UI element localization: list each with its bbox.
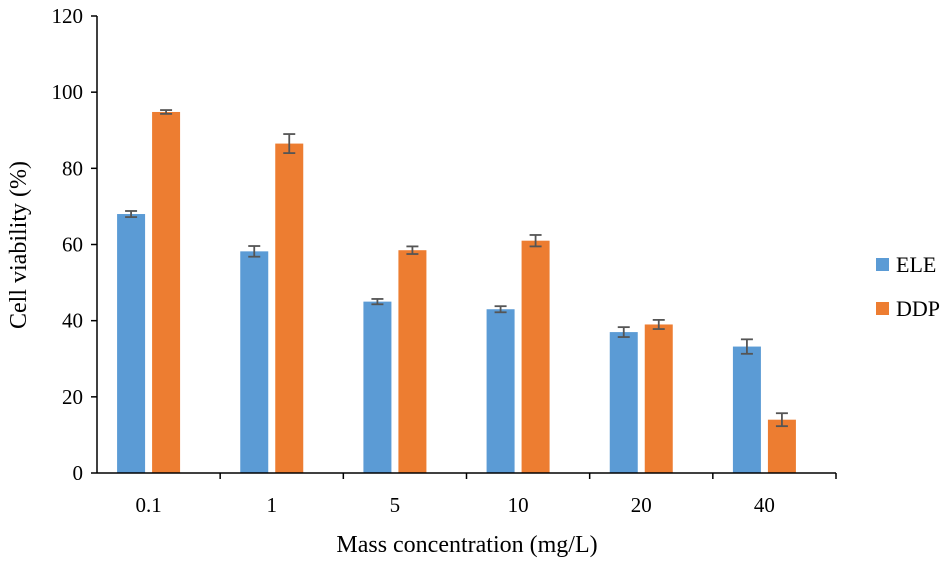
error-bar-ele-5: [371, 298, 384, 306]
error-bar-ddp-40: [775, 412, 788, 428]
y-tick-label: 100: [52, 80, 84, 104]
legend-label-ddp: DDP: [896, 296, 940, 321]
error-bar-ele-1: [248, 245, 261, 258]
error-bars: [125, 109, 788, 428]
error-bar-ele-20: [617, 326, 630, 338]
bar-ele-0.1: [117, 214, 146, 474]
y-tick-label: 80: [62, 156, 83, 180]
bar-ddp-10: [521, 240, 550, 473]
bar-ddp-1: [275, 143, 304, 473]
error-bar-ddp-5: [406, 245, 419, 255]
y-tick-label: 60: [62, 233, 83, 257]
x-tick-label: 40: [754, 493, 775, 517]
y-axis-ticks: 0 20 40 60 80 100 120: [52, 4, 97, 485]
x-tick-label: 20: [631, 493, 652, 517]
bar-ddp-20: [644, 324, 673, 473]
error-bar-ddp-0.1: [160, 109, 173, 115]
bar-ele-10: [486, 309, 515, 473]
legend-label-ele: ELE: [896, 252, 936, 277]
error-bar-ele-0.1: [125, 210, 138, 218]
legend-swatch-ddp: [876, 302, 889, 315]
legend-swatch-ele: [876, 258, 889, 271]
bar-ele-40: [732, 346, 761, 473]
x-tick-label: 1: [267, 493, 278, 517]
y-tick-label: 120: [52, 4, 84, 28]
error-bar-ele-40: [740, 338, 753, 355]
x-axis-ticks: 0.1 1 5 10 20 40: [135, 473, 837, 517]
y-tick-label: 40: [62, 309, 83, 333]
bar-ddp-40: [767, 419, 796, 473]
error-bar-ele-10: [494, 305, 507, 314]
error-bar-ddp-20: [652, 319, 665, 330]
bar-ele-5: [363, 301, 392, 473]
x-tick-label: 5: [390, 493, 401, 517]
x-axis-title: Mass concentration (mg/L): [336, 532, 597, 558]
bar-ddp-5: [398, 250, 427, 473]
bar-ele-1: [240, 251, 269, 473]
y-tick-label: 0: [73, 461, 84, 485]
error-bar-ddp-10: [529, 234, 542, 248]
x-tick-label: 0.1: [135, 493, 161, 517]
x-tick-label: 10: [508, 493, 529, 517]
legend: ELE DDP: [876, 252, 940, 321]
error-bar-ddp-1: [283, 133, 296, 155]
bars: [117, 111, 796, 474]
bar-ele-20: [609, 332, 638, 473]
bar-ddp-0.1: [152, 111, 181, 473]
y-tick-label: 20: [62, 385, 83, 409]
y-axis-title: Cell viability (%): [6, 161, 32, 329]
